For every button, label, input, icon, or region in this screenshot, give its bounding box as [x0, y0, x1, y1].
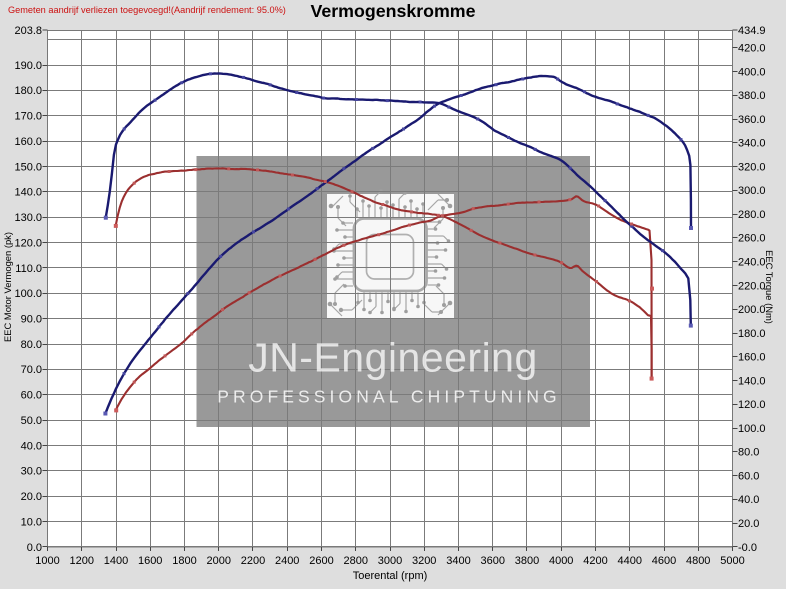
svg-text:80.0: 80.0 [738, 447, 759, 459]
svg-text:300.0: 300.0 [738, 185, 766, 197]
svg-text:280.0: 280.0 [738, 209, 766, 221]
svg-text:1600: 1600 [138, 555, 162, 567]
svg-text:60.0: 60.0 [21, 390, 42, 402]
svg-text:180.0: 180.0 [14, 85, 42, 97]
svg-text:4600: 4600 [652, 555, 676, 567]
svg-text:2400: 2400 [275, 555, 299, 567]
svg-text:190.0: 190.0 [14, 60, 42, 72]
svg-text:170.0: 170.0 [14, 111, 42, 123]
svg-text:130.0: 130.0 [14, 212, 42, 224]
svg-text:0.0: 0.0 [27, 542, 42, 554]
svg-text:3600: 3600 [481, 555, 505, 567]
svg-text:160.0: 160.0 [14, 136, 42, 148]
svg-text:1000: 1000 [35, 555, 59, 567]
svg-text:30.0: 30.0 [21, 466, 42, 478]
svg-text:100.0: 100.0 [14, 288, 42, 300]
svg-text:20.0: 20.0 [21, 491, 42, 503]
svg-text:150.0: 150.0 [14, 161, 42, 173]
svg-text:EEC Torque (Nm): EEC Torque (Nm) [764, 250, 775, 324]
svg-text:240.0: 240.0 [738, 257, 766, 269]
svg-text:EEC Motor Vermogen (pk): EEC Motor Vermogen (pk) [2, 232, 13, 342]
svg-text:360.0: 360.0 [738, 114, 766, 126]
svg-text:3800: 3800 [515, 555, 539, 567]
svg-text:200.0: 200.0 [738, 304, 766, 316]
svg-text:3200: 3200 [412, 555, 436, 567]
svg-text:400.0: 400.0 [738, 66, 766, 78]
svg-text:380.0: 380.0 [738, 90, 766, 102]
svg-text:Vermogenskromme: Vermogenskromme [310, 1, 475, 21]
svg-text:4400: 4400 [618, 555, 642, 567]
svg-text:1800: 1800 [172, 555, 196, 567]
svg-text:4000: 4000 [549, 555, 573, 567]
svg-text:340.0: 340.0 [738, 138, 766, 150]
svg-text:1400: 1400 [104, 555, 128, 567]
svg-text:JN-Engineering: JN-Engineering [248, 335, 538, 381]
svg-text:40.0: 40.0 [21, 440, 42, 452]
svg-text:50.0: 50.0 [21, 415, 42, 427]
svg-text:3000: 3000 [378, 555, 402, 567]
svg-text:20.0: 20.0 [738, 518, 759, 530]
svg-text:2800: 2800 [344, 555, 368, 567]
svg-text:2000: 2000 [207, 555, 231, 567]
svg-text:100.0: 100.0 [738, 423, 766, 435]
svg-text:Toerental (rpm): Toerental (rpm) [353, 570, 428, 582]
svg-text:60.0: 60.0 [738, 471, 759, 483]
svg-text:80.0: 80.0 [21, 339, 42, 351]
svg-text:PROFESSIONAL CHIPTUNING: PROFESSIONAL CHIPTUNING [217, 387, 561, 407]
svg-text:10.0: 10.0 [21, 516, 42, 528]
svg-text:5000: 5000 [720, 555, 744, 567]
svg-text:110.0: 110.0 [15, 263, 42, 275]
svg-text:120.0: 120.0 [738, 399, 766, 411]
svg-text:-0.0: -0.0 [738, 542, 757, 554]
svg-text:3400: 3400 [446, 555, 470, 567]
svg-text:4800: 4800 [686, 555, 710, 567]
svg-text:2600: 2600 [309, 555, 333, 567]
svg-text:220.0: 220.0 [738, 280, 766, 292]
svg-text:434.9: 434.9 [738, 25, 766, 37]
svg-text:260.0: 260.0 [738, 233, 766, 245]
svg-text:1200: 1200 [70, 555, 94, 567]
svg-text:420.0: 420.0 [738, 43, 766, 55]
svg-text:160.0: 160.0 [738, 352, 766, 364]
svg-text:70.0: 70.0 [21, 364, 42, 376]
svg-text:180.0: 180.0 [738, 328, 766, 340]
svg-text:2200: 2200 [241, 555, 265, 567]
svg-text:140.0: 140.0 [738, 375, 766, 387]
svg-text:40.0: 40.0 [738, 494, 759, 506]
svg-text:90.0: 90.0 [21, 314, 42, 326]
svg-text:4200: 4200 [583, 555, 607, 567]
svg-text:320.0: 320.0 [738, 161, 766, 173]
svg-text:140.0: 140.0 [14, 187, 42, 199]
svg-text:120.0: 120.0 [14, 237, 42, 249]
svg-text:Gemeten aandrijf verliezen toe: Gemeten aandrijf verliezen toegevoegd!(A… [8, 5, 286, 15]
svg-text:203.8: 203.8 [14, 25, 42, 37]
